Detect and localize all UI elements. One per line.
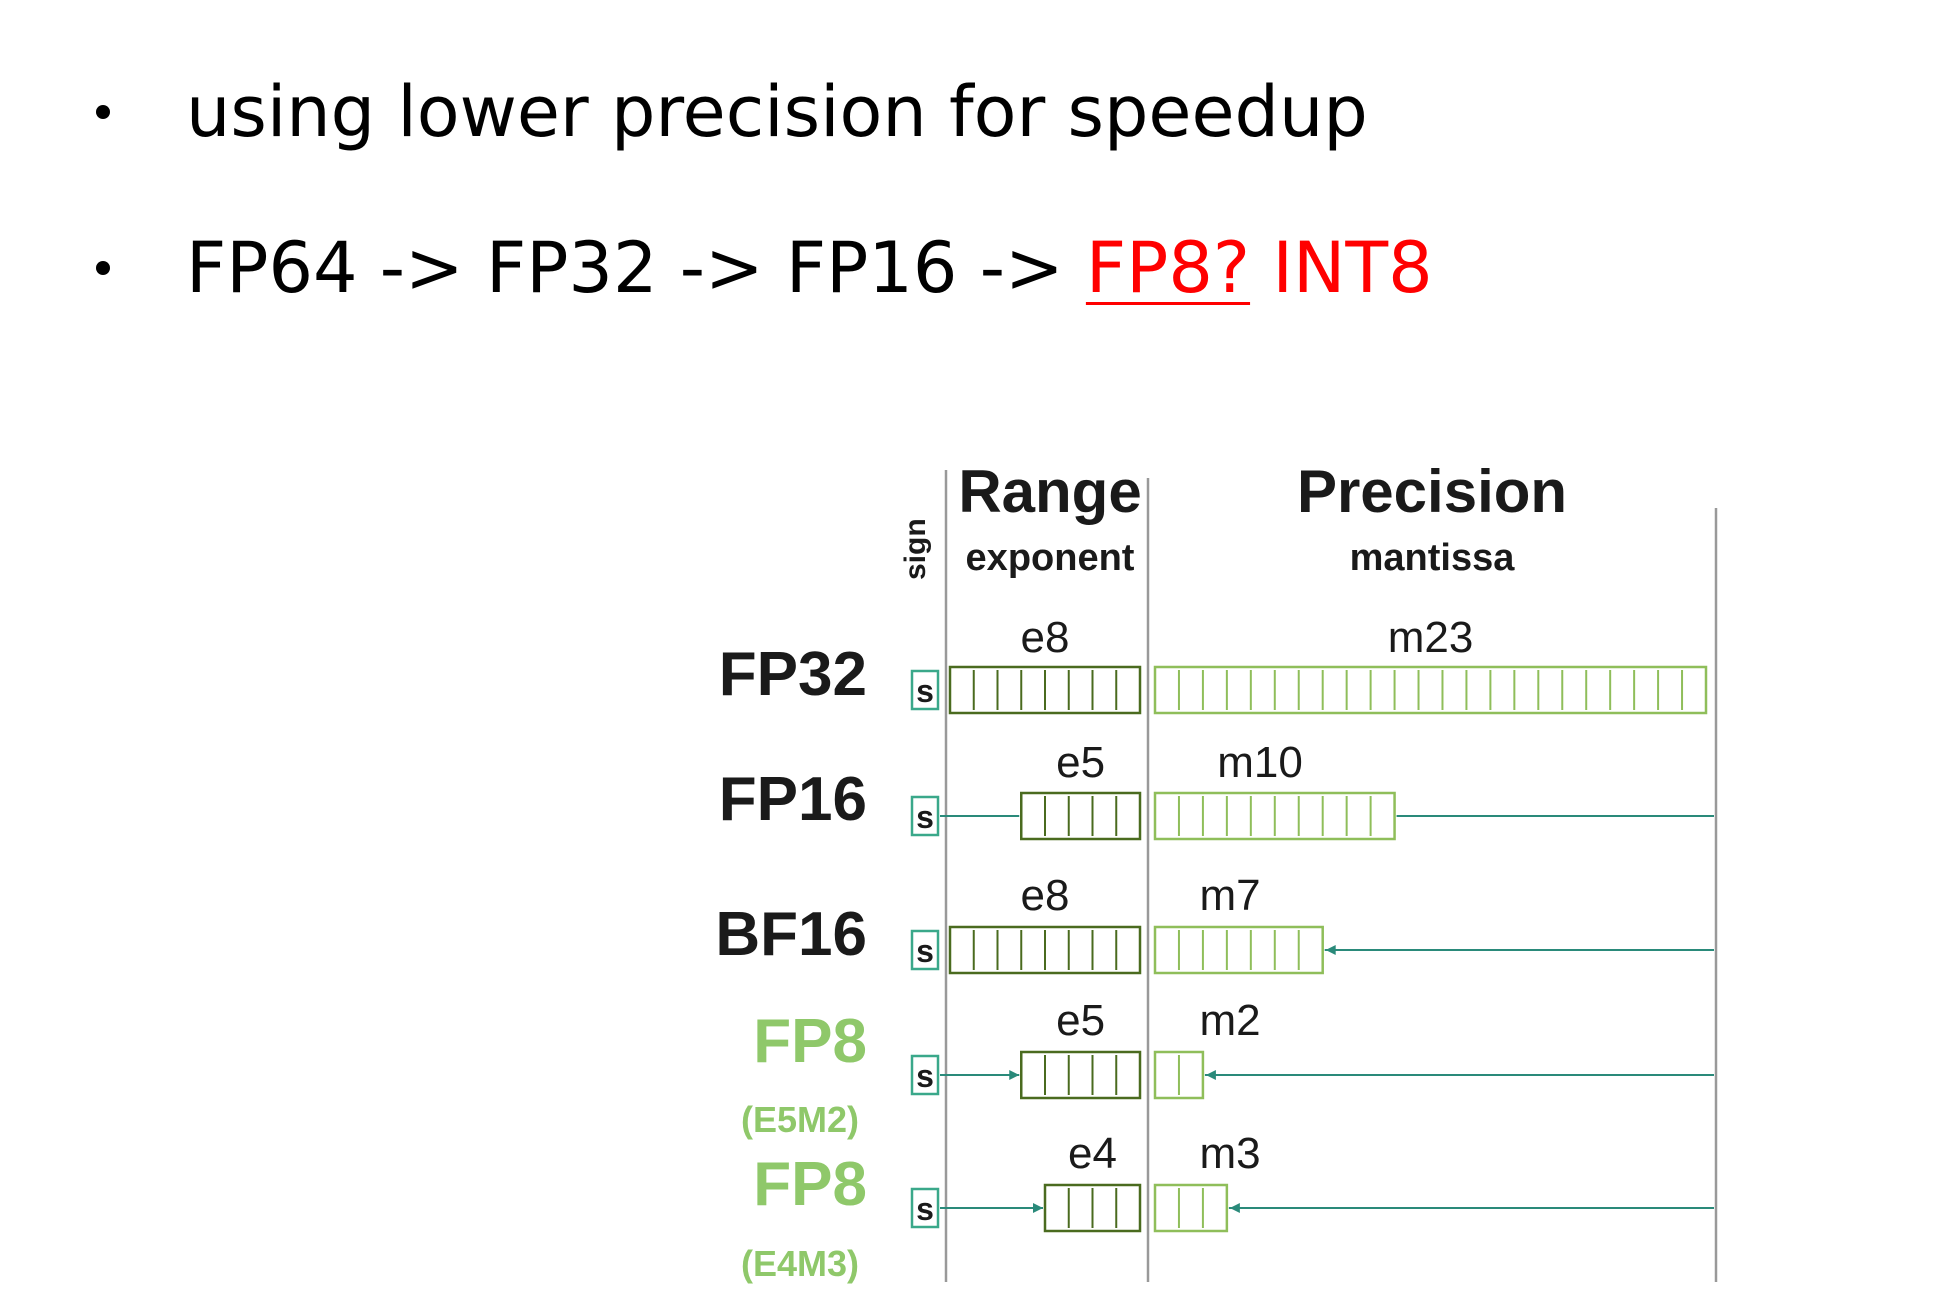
mantissa-label: m10 — [1217, 738, 1303, 787]
exponent-label: e5 — [1056, 738, 1105, 787]
bullet-list: using lower precision for speedup FP64 -… — [0, 0, 1942, 330]
sign-bit-label: s — [916, 673, 934, 709]
sign-bit-label: s — [916, 1191, 934, 1227]
mantissa-label: m2 — [1199, 996, 1260, 1045]
format-name: BF16 — [715, 900, 867, 969]
format-subname: (E5M2) — [741, 1099, 859, 1140]
precision-subheader: mantissa — [1350, 537, 1516, 579]
connector-arrow-icon — [1229, 1203, 1240, 1213]
sign-bit-label: s — [916, 933, 934, 969]
exponent-box — [1020, 1050, 1142, 1100]
bullet-text: FP64 -> FP32 -> FP16 -> FP8? INT8 — [186, 228, 1433, 308]
mantissa-box — [1153, 1183, 1229, 1233]
exponent-box — [1020, 791, 1142, 841]
bullet-item-1: using lower precision for speedup — [96, 72, 1368, 152]
range-header: Range — [958, 458, 1141, 525]
format-subname: (E4M3) — [741, 1243, 859, 1284]
range-subheader: exponent — [966, 537, 1135, 579]
exponent-label: e4 — [1068, 1129, 1117, 1178]
connector-arrow-icon — [1033, 1203, 1043, 1213]
precision-header: Precision — [1297, 458, 1567, 525]
format-name: FP8 — [753, 1007, 867, 1076]
sign-bit-label: s — [916, 1058, 934, 1094]
bullet-text: using lower precision for speedup — [186, 71, 1368, 153]
connector-arrow-icon — [1325, 945, 1336, 955]
format-name: FP16 — [719, 765, 867, 834]
sign-bit-box — [910, 795, 940, 837]
sign-bit-box — [910, 669, 940, 711]
fp8-question-highlight: FP8? — [1085, 227, 1251, 309]
format-name: FP8 — [753, 1150, 867, 1219]
connector-arrow-icon — [1205, 1070, 1216, 1080]
exponent-label: e8 — [1021, 871, 1070, 920]
sign-bit-box — [910, 1054, 940, 1096]
mantissa-box — [1153, 925, 1324, 975]
connector-arrow-icon — [1009, 1070, 1020, 1080]
sign-bit-box — [910, 929, 940, 971]
bullet-dot-icon — [96, 261, 110, 275]
int8-highlight: INT8 — [1250, 227, 1433, 309]
exponent-label: e8 — [1021, 613, 1070, 662]
bullet-dot-icon — [96, 105, 110, 119]
sign-bit-box — [910, 1187, 940, 1229]
format-chain-text: FP64 -> FP32 -> FP16 -> — [186, 227, 1086, 309]
mantissa-label: m3 — [1199, 1129, 1260, 1178]
bullet-item-2: FP64 -> FP32 -> FP16 -> FP8? INT8 — [96, 228, 1433, 308]
format-name: FP32 — [719, 640, 867, 709]
mantissa-label: m7 — [1199, 871, 1260, 920]
mantissa-label: m23 — [1388, 613, 1474, 662]
mantissa-box — [1153, 665, 1708, 715]
sign-bit-label: s — [916, 799, 934, 835]
exponent-label: e5 — [1056, 996, 1105, 1045]
sign-header: sign — [899, 518, 932, 580]
